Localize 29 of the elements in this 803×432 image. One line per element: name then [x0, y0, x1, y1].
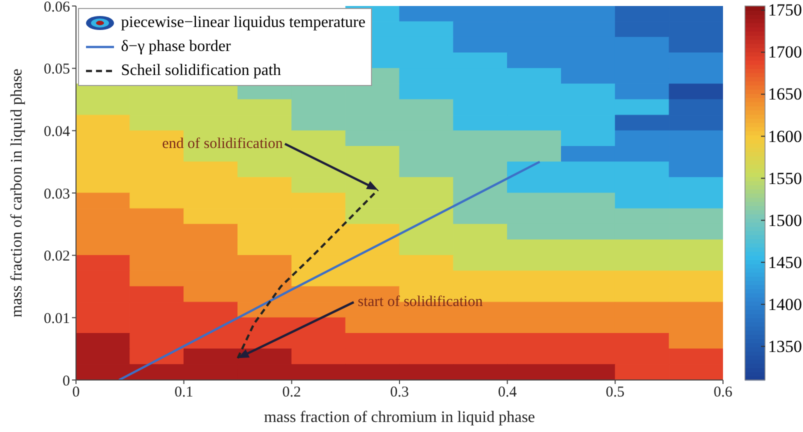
annotation: end of solidification [162, 136, 284, 152]
y-tick-label: 0.01 [44, 310, 70, 327]
x-tick-label: 0.1 [174, 384, 194, 401]
x-axis-title: mass fraction of chromium in liquid phase [264, 409, 536, 426]
x-tick-label: 0.6 [714, 384, 733, 401]
color-bar-label: 1600 [768, 126, 802, 146]
y-tick-label: 0.06 [44, 0, 70, 16]
y-tick-label: 0.05 [44, 62, 70, 78]
color-bar-label: 1400 [768, 294, 802, 314]
x-tick-label: 0.4 [498, 384, 518, 401]
color-bar-label: 1750 [768, 0, 802, 20]
y-tick-label: 0.02 [44, 248, 70, 265]
color-bar-label: 1500 [768, 210, 802, 230]
y-tick-label: 0.03 [44, 186, 70, 202]
color-bar-label: 1700 [768, 42, 802, 62]
legend-label: Scheil solidification path [121, 61, 281, 81]
color-bar-label: 1650 [768, 84, 802, 104]
x-tick-label: 0.5 [606, 384, 625, 401]
color-bar-label: 1550 [768, 168, 802, 188]
color-bar-title: piecewise−linear liquidus temperature [121, 13, 366, 33]
x-tick-label: 0.2 [282, 384, 302, 401]
legend-label: δ−γ phase border [121, 37, 231, 57]
x-tick-label: 0.3 [390, 384, 409, 401]
y-tick-label: 0 [62, 373, 70, 390]
y-tick-label: 0.04 [44, 124, 70, 140]
color-bar-label: 1350 [768, 336, 802, 356]
annotation: start of solidification [358, 294, 484, 310]
y-axis-title: mass fraction of carbon in liquid phase [8, 68, 26, 318]
color-bar-label: 1450 [768, 252, 802, 272]
